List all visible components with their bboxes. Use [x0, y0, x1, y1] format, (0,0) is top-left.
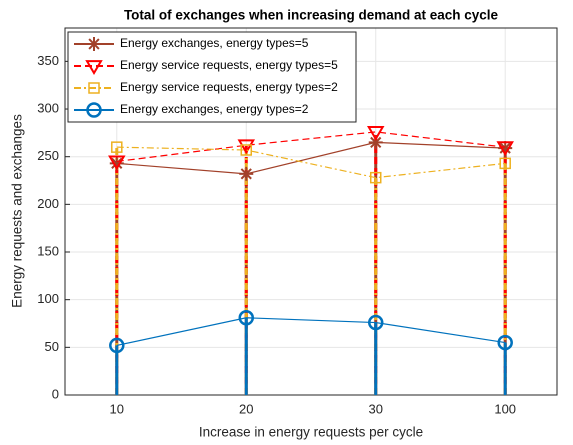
legend-label: Energy service requests, energy types=2: [120, 80, 338, 94]
marker-shape: [240, 144, 253, 156]
marker-shape: [238, 310, 255, 326]
marker-shape: [111, 141, 123, 153]
marker-shape: [88, 82, 100, 94]
marker: [87, 37, 101, 51]
marker-stroke: [240, 168, 252, 180]
y-tick-label: 0: [52, 386, 59, 401]
marker-stroke: [88, 38, 100, 50]
y-tick-label: 100: [37, 291, 59, 306]
legend-label: Energy exchanges, energy types=2: [120, 102, 309, 116]
marker-shape: [237, 139, 256, 155]
marker-shape: [85, 60, 103, 75]
marker-shape: [497, 334, 513, 351]
marker-shape: [86, 102, 102, 118]
axes-box: [64, 27, 558, 396]
marker-shape: [367, 314, 384, 331]
marker: [108, 155, 126, 171]
marker: [111, 141, 123, 153]
marker-shape: [108, 155, 126, 171]
marker: [499, 157, 511, 170]
marker-stroke: [499, 142, 511, 154]
legend-label: Energy service requests, energy types=5: [120, 58, 338, 72]
marker-stroke: [111, 157, 123, 169]
y-axis-label: Energy requests and exchanges: [10, 114, 25, 308]
marker: [237, 139, 256, 155]
y-tick-label: 50: [45, 339, 59, 354]
marker: [369, 171, 382, 184]
y-tick-label: 200: [37, 196, 59, 211]
legend-label: Energy exchanges, energy types=5: [120, 36, 309, 50]
x-tick-label: 100: [494, 401, 516, 416]
series-line: [116, 317, 506, 347]
marker-shape: [109, 337, 125, 354]
legend-box: [67, 31, 357, 123]
y-tick-label: 350: [37, 53, 59, 68]
series-line: [116, 141, 506, 175]
series-line: [116, 131, 506, 163]
marker: [496, 141, 514, 157]
y-tick-label: 300: [37, 100, 59, 115]
marker: [497, 334, 513, 351]
y-tick-label: 150: [37, 243, 59, 258]
marker: [109, 337, 125, 354]
marker: [239, 166, 254, 181]
marker: [86, 102, 102, 118]
y-tick-label: 250: [37, 148, 59, 163]
marker: [366, 126, 385, 141]
marker: [88, 82, 100, 94]
x-tick-label: 20: [239, 401, 253, 416]
marker-stroke: [370, 136, 382, 148]
marker: [85, 60, 103, 75]
chart-title: Total of exchanges when increasing deman…: [124, 8, 499, 23]
marker: [367, 314, 384, 331]
x-axis-label: Increase in energy requests per cycle: [199, 425, 423, 440]
marker-shape: [369, 171, 382, 184]
marker: [238, 310, 255, 326]
marker: [240, 144, 253, 156]
marker-shape: [366, 126, 385, 141]
marker-shape: [496, 141, 514, 157]
marker-shape: [499, 157, 511, 170]
x-tick-label: 30: [369, 401, 383, 416]
x-tick-label: 10: [110, 401, 124, 416]
series-line: [116, 146, 506, 179]
